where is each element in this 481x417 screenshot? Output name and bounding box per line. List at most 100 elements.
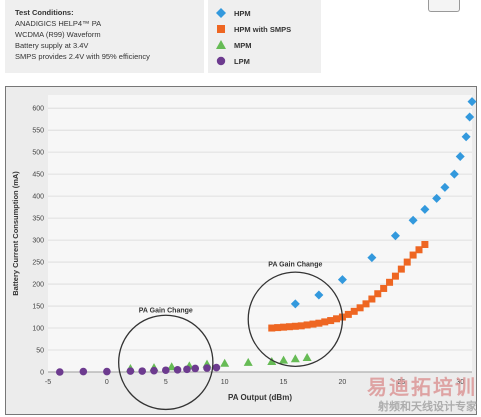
data-point	[138, 367, 147, 375]
data-point	[327, 317, 335, 325]
y-tick-label: 450	[32, 172, 44, 179]
test-condition-line: SMPS provides 2.4V with 95% efficiency	[15, 52, 150, 61]
diamond-marker-icon	[216, 8, 226, 18]
x-tick-label: 5	[164, 379, 168, 386]
x-axis-title: PA Output (dBm)	[228, 393, 292, 402]
y-tick-label: 200	[32, 282, 44, 289]
y-tick-label: 250	[32, 260, 44, 267]
watermark: 易迪拓培训 射频和天线设计专家	[367, 376, 477, 414]
y-tick-label: 0	[40, 370, 44, 377]
annotation-circle	[247, 271, 344, 367]
data-point	[432, 193, 442, 203]
y-tick-label: 600	[32, 106, 44, 113]
chart-panel: 0 50 100 150 200 250 300 350 400 450 500 550 600 -5 0 5…	[5, 86, 477, 415]
chart-legend: HPM HPM with SMPS MPM LPM	[208, 0, 321, 73]
x-tick-label: -5	[45, 379, 51, 386]
data-point	[362, 300, 370, 308]
data-point	[220, 358, 230, 367]
y-tick-label: 550	[32, 128, 44, 135]
test-condition-line: WCDMA (R99) Waveform	[15, 30, 101, 39]
annotation-label: PA Gain Change	[268, 261, 322, 268]
data-point	[344, 310, 352, 318]
data-point	[420, 204, 430, 214]
x-tick-label: 10	[221, 379, 229, 386]
y-tick-label: 50	[36, 348, 44, 355]
data-point	[279, 355, 289, 364]
data-point	[440, 182, 450, 192]
data-point	[397, 265, 405, 273]
test-conditions-title: Test Conditions:	[15, 8, 74, 17]
annotation-circle	[118, 314, 214, 411]
legend-item-lpm: LPM	[208, 53, 321, 69]
data-point	[403, 258, 411, 266]
data-point	[409, 251, 417, 259]
data-point	[274, 324, 282, 332]
data-point	[390, 231, 400, 241]
legend-item-hpm: HPM	[208, 5, 321, 21]
data-point	[103, 367, 111, 376]
data-point	[203, 364, 211, 372]
data-point	[126, 367, 135, 375]
data-point	[267, 356, 277, 365]
data-point	[303, 321, 311, 329]
data-point	[167, 362, 177, 371]
legend-label: LPM	[234, 56, 250, 66]
data-point	[386, 278, 394, 286]
data-point	[391, 272, 399, 280]
expand-icon[interactable]	[428, 0, 460, 12]
data-point	[290, 299, 300, 309]
data-point	[79, 367, 88, 376]
data-point	[333, 315, 341, 323]
data-point	[380, 284, 388, 292]
y-tick-label: 150	[32, 304, 44, 311]
data-point	[297, 322, 305, 330]
data-point	[183, 365, 191, 374]
data-point	[173, 366, 182, 374]
data-point	[243, 357, 253, 366]
x-tick-label: 0	[105, 379, 109, 386]
data-point	[309, 320, 317, 328]
data-point	[268, 324, 276, 332]
data-point	[291, 322, 299, 330]
data-point	[314, 290, 324, 300]
y-tick-label: 100	[32, 326, 44, 333]
data-point	[367, 253, 377, 263]
data-point	[408, 215, 418, 225]
data-point	[455, 152, 465, 162]
data-point	[356, 304, 364, 312]
data-point	[191, 364, 200, 373]
plot-background	[48, 95, 472, 372]
x-tick-label: 15	[280, 379, 288, 386]
annotation-label: PA Gain Change	[139, 308, 193, 315]
data-point	[465, 112, 475, 122]
data-point	[461, 132, 471, 142]
square-marker-icon	[217, 25, 225, 33]
y-tick-label: 300	[32, 238, 44, 245]
data-point	[415, 246, 423, 254]
watermark-subtitle: 射频和天线设计专家	[378, 400, 477, 413]
data-point	[449, 169, 459, 179]
x-tick-label: 25	[397, 379, 405, 386]
test-condition-line: Battery supply at 3.4V	[15, 41, 89, 50]
data-point	[315, 319, 323, 327]
data-point	[212, 363, 221, 372]
test-condition-line: ANADIGICS HELP4™ PA	[15, 19, 102, 28]
test-conditions-box: Test Conditions: ANADIGICS HELP4™ PA WCD…	[5, 0, 204, 73]
data-point	[161, 366, 170, 375]
data-point	[421, 240, 429, 248]
x-tick-label: 30	[456, 379, 464, 386]
legend-label: MPM	[234, 40, 252, 50]
y-axis-title: Battery Current Consumption (mA)	[11, 171, 20, 296]
watermark-title: 易迪拓培训	[367, 375, 477, 399]
legend-item-mpm: MPM	[208, 37, 321, 53]
data-point	[467, 97, 477, 107]
data-point	[337, 275, 347, 285]
data-point	[55, 368, 64, 376]
legend-item-hpm-smps: HPM with SMPS	[208, 21, 321, 37]
data-point	[321, 318, 329, 326]
triangle-marker-icon	[216, 40, 226, 49]
circle-marker-icon	[216, 56, 226, 66]
data-point	[285, 323, 293, 331]
data-point	[302, 352, 312, 361]
